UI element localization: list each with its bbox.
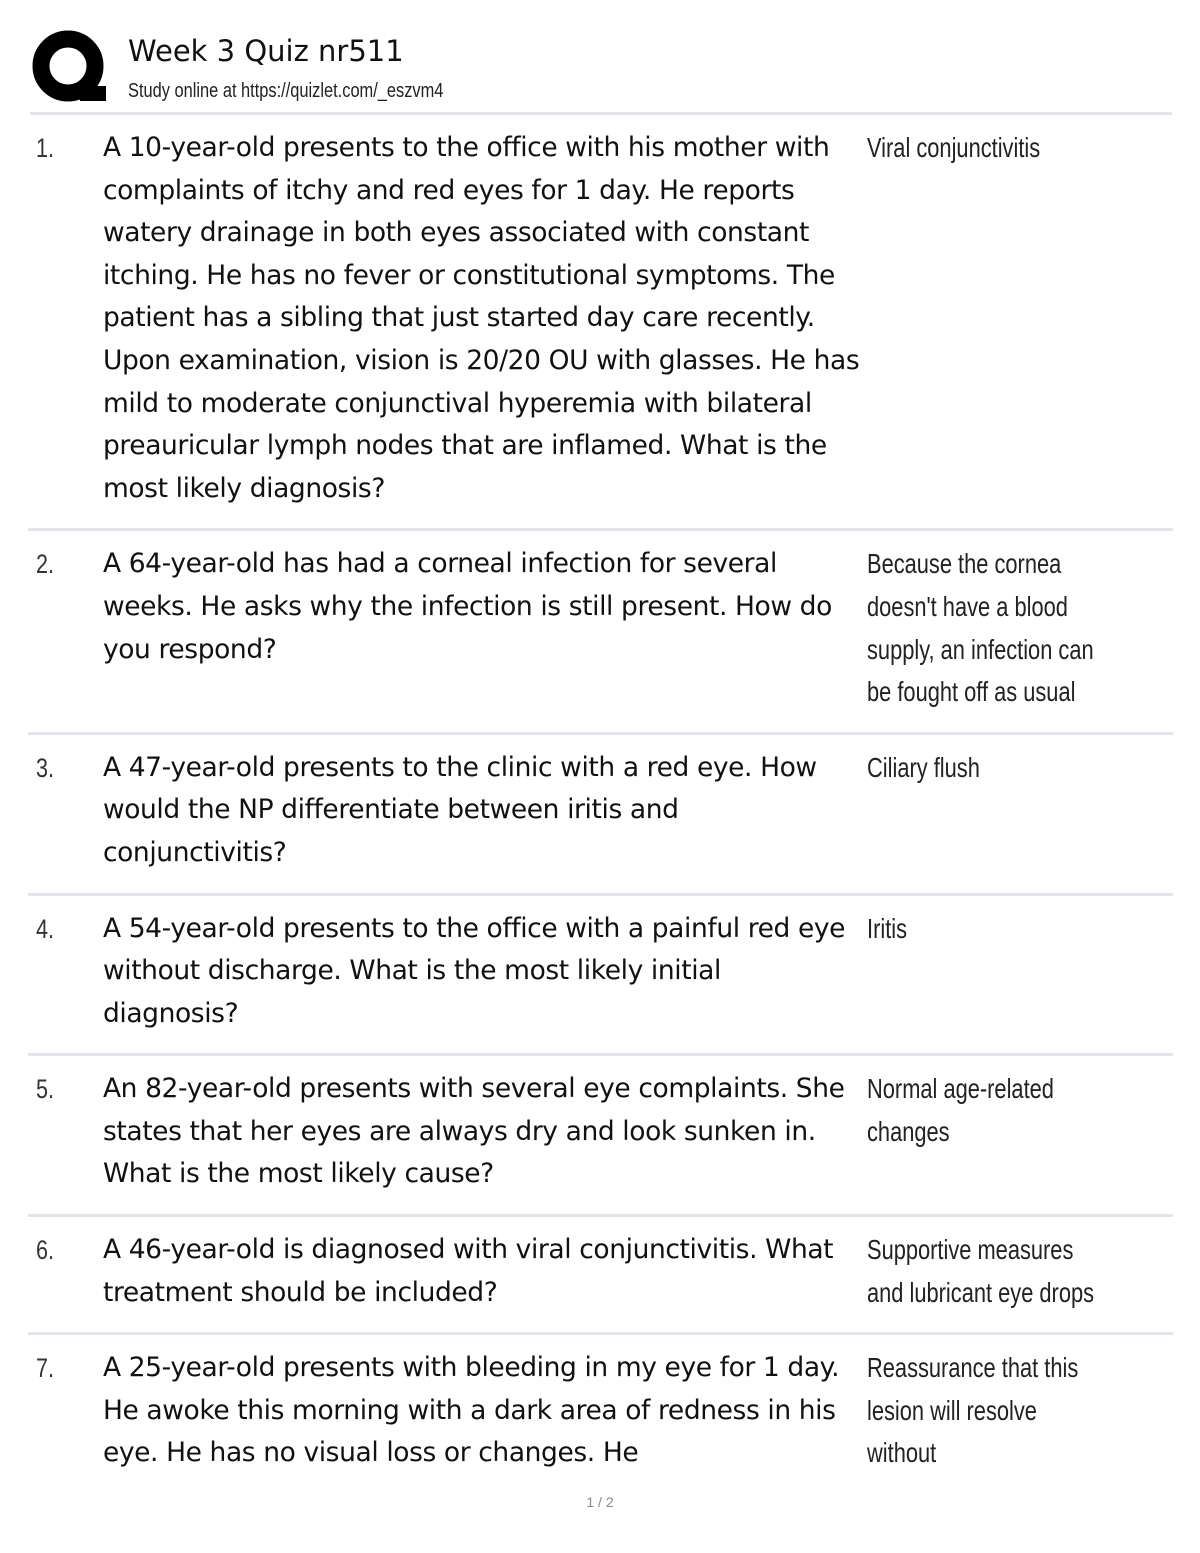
card-question: A 47-year-old presents to the clinic wit… xyxy=(102,751,817,868)
quizlet-logo-icon xyxy=(32,30,106,102)
page-title: Week 3 Quiz nr511 xyxy=(128,34,404,68)
card-question: A 10-year-old presents to the office wit… xyxy=(102,132,860,504)
flashcard-row: 6. A 46-year-old is diagnosed with viral… xyxy=(28,1217,1173,1336)
card-question: A 54-year-old presents to the office wit… xyxy=(102,912,846,1029)
flashcard-row: 3. A 47-year-old presents to the clinic … xyxy=(28,735,1173,896)
card-question: A 64-year-old has had a corneal infectio… xyxy=(102,548,832,665)
card-number: 7. xyxy=(36,1353,55,1384)
card-question: An 82-year-old presents with several eye… xyxy=(102,1073,845,1190)
flashcard-row: 7. A 25-year-old presents with bleeding … xyxy=(28,1335,1173,1493)
card-answer: Iritis xyxy=(867,912,908,944)
card-answer: Ciliary flush xyxy=(867,751,981,783)
flashcard-row: 5. An 82-year-old presents with several … xyxy=(28,1056,1173,1218)
flashcard-row: 1. A 10-year-old presents to the office … xyxy=(28,115,1173,532)
document-header: Week 3 Quiz nr511 Study online at https:… xyxy=(30,28,1172,115)
card-answer: Because the cornea doesn't have a blood … xyxy=(867,548,1095,708)
page-number: 1 / 2 xyxy=(586,1494,614,1510)
card-number: 6. xyxy=(36,1235,55,1266)
flashcard-row: 4. A 54-year-old presents to the office … xyxy=(28,896,1173,1057)
card-answer: Viral conjunctivitis xyxy=(867,132,1041,163)
card-number: 3. xyxy=(36,752,55,783)
card-number: 1. xyxy=(36,133,55,163)
card-number: 2. xyxy=(36,549,55,580)
page-subtitle: Study online at https://quizlet.com/_esz… xyxy=(128,80,444,102)
card-answer: Normal age-related changes xyxy=(867,1073,1055,1147)
flashcard-row: 2. A 64-year-old has had a corneal infec… xyxy=(28,531,1173,735)
card-answer: Supportive measures and lubricant eye dr… xyxy=(867,1234,1095,1308)
card-question: A 46-year-old is diagnosed with viral co… xyxy=(102,1234,834,1308)
card-number: 4. xyxy=(36,913,55,944)
card-number: 5. xyxy=(36,1074,55,1105)
card-answer: Reassurance that this lesion will resolv… xyxy=(867,1352,1079,1469)
card-question: A 25-year-old presents with bleeding in … xyxy=(102,1352,840,1469)
flashcard-list: 1. A 10-year-old presents to the office … xyxy=(28,115,1173,1493)
